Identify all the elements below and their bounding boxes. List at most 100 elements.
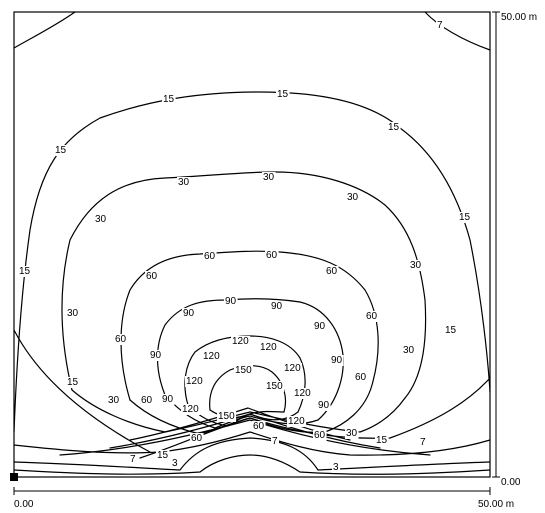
ridge-line-2 (109, 413, 381, 449)
contour-label: 30 (95, 214, 107, 225)
contour-label: 60 (146, 271, 158, 282)
x-scale-right-label: 50.00 m (478, 499, 514, 510)
contour-label-backgrounds (18, 20, 472, 473)
label-background (140, 395, 154, 406)
contour-label: 30 (347, 192, 359, 203)
contour-label: 60 (115, 334, 127, 345)
contour-lines (13, 11, 491, 475)
label-background (271, 436, 279, 447)
contour-label: 60 (355, 372, 367, 383)
label-background (419, 437, 427, 448)
label-background (171, 458, 179, 469)
label-background (346, 192, 360, 203)
label-background (224, 296, 238, 307)
label-background (262, 172, 276, 183)
contour-label: 30 (108, 395, 120, 406)
contour-label: 120 (203, 351, 220, 362)
label-background (409, 260, 423, 271)
contour-label: 7 (420, 437, 426, 448)
label-background (234, 365, 254, 376)
contour-label: 7 (272, 436, 278, 447)
contour-labels: 7 7 7 7 3 3 15 15 15 15 15 15 15 15 15 1… (19, 20, 471, 473)
contour-label: 30 (67, 308, 79, 319)
contour-label: 60 (326, 266, 338, 277)
label-background (402, 345, 416, 356)
label-background (190, 433, 204, 444)
contour-7-top-right (424, 11, 491, 51)
label-background (185, 376, 205, 387)
contour-label: 60 (191, 433, 203, 444)
label-background (313, 430, 327, 441)
label-background (181, 404, 201, 415)
contour-label: 120 (182, 404, 199, 415)
label-background (18, 266, 32, 277)
contour-label: 90 (150, 350, 162, 361)
label-background (66, 377, 80, 388)
contour-120-lower (187, 404, 299, 427)
y-scale-bar: 50.00 m 0.00 (492, 11, 537, 488)
label-background (231, 336, 251, 347)
contour-label: 7 (437, 20, 443, 31)
label-background (387, 122, 401, 133)
contour-60 (120, 250, 379, 433)
contour-label: 15 (445, 325, 457, 336)
label-background (177, 177, 191, 188)
contour-label: 90 (318, 400, 330, 411)
contour-label: 150 (266, 381, 283, 392)
label-background (145, 271, 159, 282)
label-background (265, 381, 285, 392)
contour-label: 30 (263, 172, 275, 183)
label-background (436, 20, 444, 31)
label-background (161, 394, 175, 405)
ridge-line-3 (59, 419, 431, 456)
contour-label: 15 (277, 89, 289, 100)
contour-label: 60 (314, 430, 326, 441)
label-background (375, 435, 389, 446)
contour-label: 120 (284, 363, 301, 374)
label-background (162, 94, 176, 105)
contour-3-inner (13, 454, 491, 475)
contour-15-lower (13, 329, 491, 459)
label-background (217, 411, 237, 422)
label-background (107, 395, 121, 406)
label-background (129, 454, 137, 465)
y-scale-bottom-label: 0.00 (501, 477, 521, 488)
contour-label: 15 (388, 122, 400, 133)
contour-3-bottom (13, 437, 491, 471)
contour-7-bottom (13, 431, 491, 456)
label-background (202, 351, 222, 362)
x-scale-left-label: 0.00 (14, 499, 34, 510)
contour-label: 90 (271, 301, 283, 312)
contour-label: 120 (288, 416, 305, 427)
label-background (276, 89, 290, 100)
contour-label: 60 (366, 311, 378, 322)
x-scale-bar: 0.00 50.00 m (13, 487, 514, 510)
contour-label: 15 (67, 377, 79, 388)
contour-label: 60 (204, 251, 216, 262)
contour-label: 30 (410, 260, 422, 271)
contour-90-lower (164, 394, 319, 429)
contour-label: 90 (225, 296, 237, 307)
label-background (270, 301, 284, 312)
contour-label: 150 (235, 365, 252, 376)
label-background (66, 308, 80, 319)
label-background (330, 355, 344, 366)
contour-label: 120 (232, 336, 249, 347)
label-background (354, 372, 368, 383)
contour-label: 15 (163, 94, 175, 105)
plot-frame (13, 11, 491, 478)
contour-label: 60 (141, 395, 153, 406)
label-background (287, 416, 307, 427)
contour-label: 90 (162, 394, 174, 405)
contour-label: 3 (172, 458, 178, 469)
contour-label: 30 (403, 345, 415, 356)
contour-label: 7 (130, 454, 136, 465)
contour-label: 90 (331, 355, 343, 366)
label-background (345, 428, 359, 439)
contour-label: 90 (183, 308, 195, 319)
contour-30-lower (71, 389, 406, 433)
contour-label: 15 (459, 212, 471, 223)
contour-label: 60 (266, 250, 278, 261)
label-background (114, 334, 128, 345)
